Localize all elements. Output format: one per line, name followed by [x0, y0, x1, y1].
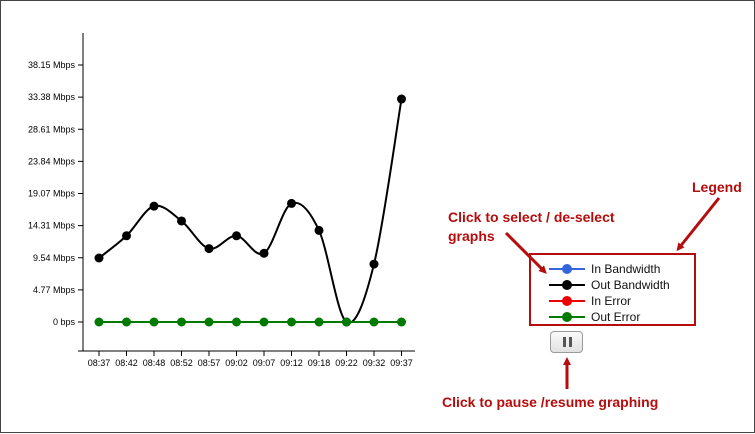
x-tick-label: 09:07: [253, 358, 276, 368]
pause-hint: Click to pause /resume graphing: [442, 394, 659, 410]
data-point[interactable]: [204, 317, 214, 327]
x-tick-label: 08:37: [88, 358, 111, 368]
x-tick-label: 09:22: [335, 358, 358, 368]
legend-swatch-out-bandwidth: [549, 278, 585, 292]
legend-label: Out Error: [591, 310, 641, 324]
data-point[interactable]: [259, 317, 269, 327]
y-tick-label: 14.31 Mbps: [28, 221, 76, 231]
y-tick-label: 9.54 Mbps: [33, 253, 76, 263]
y-tick-label: 4.77 Mbps: [33, 285, 76, 295]
bandwidth-chart: 0 bps 4.77 Mbps 9.54 Mbps 14.31 Mbps 19.07 M…: [28, 33, 415, 368]
data-point[interactable]: [94, 253, 104, 263]
data-point[interactable]: [314, 317, 324, 327]
series-out-bandwidth: [94, 94, 406, 327]
x-tick-label: 08:57: [198, 358, 221, 368]
legend-item-in-bandwidth[interactable]: In Bandwidth: [549, 262, 660, 276]
pause-button[interactable]: [550, 331, 583, 353]
legend-item-in-error[interactable]: In Error: [549, 294, 631, 308]
x-tick-label: 08:42: [115, 358, 138, 368]
series-line: [98, 98, 403, 324]
x-axis: 08:37 08:42 08:48 08:52 08:57 09:02 09:07 09:12…: [83, 350, 415, 368]
data-point[interactable]: [232, 231, 241, 241]
data-point[interactable]: [177, 317, 186, 327]
data-point[interactable]: [259, 248, 269, 258]
legend-item-out-bandwidth[interactable]: Out Bandwidth: [549, 278, 670, 292]
select-hint-line2: graphs: [448, 228, 495, 244]
legend-label: Out Bandwidth: [591, 278, 670, 292]
data-point[interactable]: [94, 317, 104, 327]
data-point[interactable]: [177, 216, 186, 226]
data-point[interactable]: [342, 317, 351, 327]
data-point[interactable]: [149, 317, 159, 327]
x-tick-label: 09:18: [308, 358, 331, 368]
data-point[interactable]: [232, 317, 241, 327]
y-tick-label: 19.07 Mbps: [28, 189, 76, 199]
legend-label: In Bandwidth: [591, 262, 661, 276]
legend-swatch-in-error: [549, 294, 585, 308]
legend-label: In Error: [591, 294, 632, 308]
legend-box: In Bandwidth Out Bandwidth In Error Out …: [529, 253, 696, 326]
x-tick-label: 09:32: [363, 358, 386, 368]
data-point[interactable]: [122, 231, 131, 241]
data-point[interactable]: [149, 201, 159, 211]
data-point[interactable]: [122, 317, 131, 327]
data-point[interactable]: [397, 94, 406, 104]
y-tick-label: 0 bps: [53, 317, 76, 327]
data-point[interactable]: [287, 198, 296, 208]
data-point[interactable]: [204, 244, 214, 254]
y-tick-label: 23.84 Mbps: [28, 156, 76, 166]
legend-swatch-out-error: [549, 310, 585, 324]
x-tick-label: 09:02: [225, 358, 248, 368]
y-tick-label: 33.38 Mbps: [28, 92, 76, 102]
legend-item-out-error[interactable]: Out Error: [549, 310, 640, 324]
y-axis: 0 bps 4.77 Mbps 9.54 Mbps 14.31 Mbps 19.07 M…: [28, 33, 84, 352]
y-tick-label: 28.61 Mbps: [28, 124, 76, 134]
x-tick-label: 08:52: [170, 358, 193, 368]
x-tick-label: 09:12: [280, 358, 303, 368]
select-hint-line1: Click to select / de-select: [448, 209, 615, 225]
legend-annotation: Legend: [692, 179, 742, 195]
y-tick-label: 38.15 Mbps: [28, 60, 76, 70]
x-tick-label: 08:48: [143, 358, 166, 368]
data-point[interactable]: [369, 259, 379, 269]
series-out-error: [94, 317, 406, 327]
data-point[interactable]: [314, 225, 324, 235]
legend-swatch-in-bandwidth: [549, 262, 585, 276]
data-point[interactable]: [369, 317, 379, 327]
data-point[interactable]: [287, 317, 296, 327]
legend-arrow: [676, 197, 721, 252]
data-point[interactable]: [397, 317, 406, 327]
x-tick-label: 09:37: [390, 358, 413, 368]
series-layer: [94, 94, 406, 327]
